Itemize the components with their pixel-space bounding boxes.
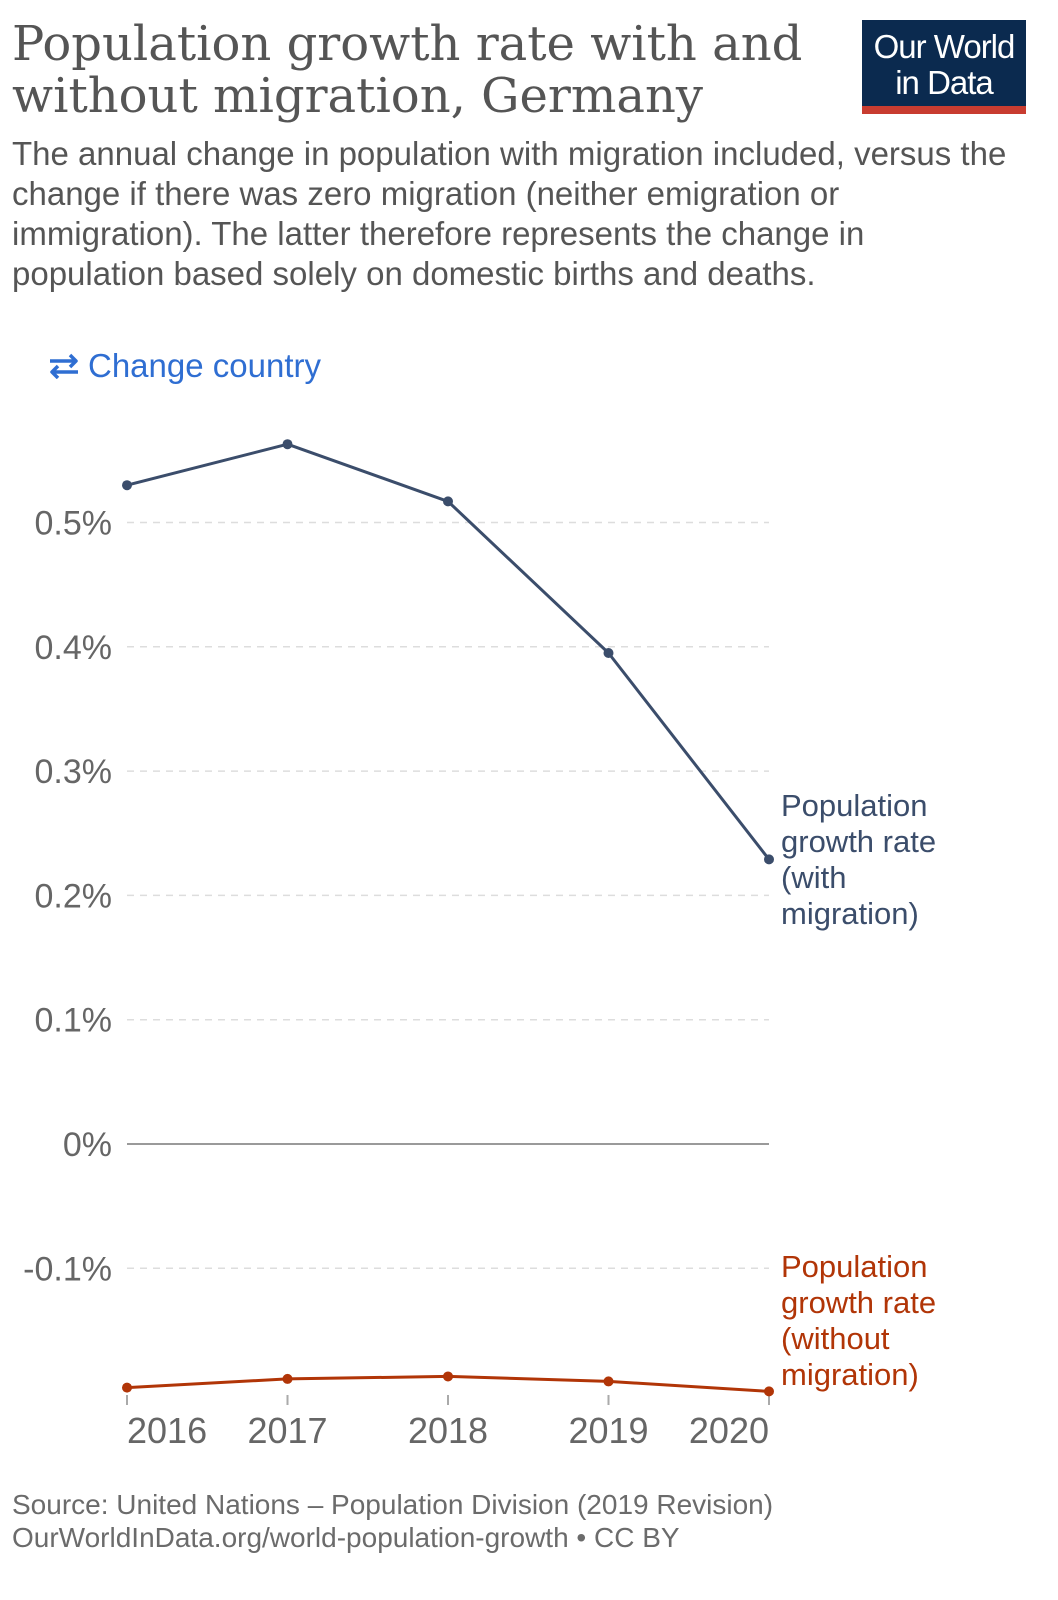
data-point[interactable] [443, 1371, 453, 1382]
x-tick-label: 2020 [689, 1410, 769, 1451]
x-tick-label: 2017 [247, 1410, 327, 1451]
chart-footer: Source: United Nations – Population Divi… [12, 1488, 773, 1554]
data-point[interactable] [764, 1386, 774, 1397]
series-line [126, 442, 771, 861]
y-tick-label: 0.2% [35, 877, 113, 915]
data-point[interactable] [603, 1376, 614, 1387]
y-tick-label: -0.1% [23, 1250, 112, 1288]
y-tick-label: 0.3% [35, 753, 113, 791]
change-country-label: Change country [88, 347, 321, 384]
logo-line-1: Our World [873, 28, 1016, 65]
series-label-line: migration) [781, 896, 919, 931]
data-point[interactable] [443, 496, 453, 507]
series-label-line: (without [781, 1321, 890, 1356]
series-label-line: Population [781, 1249, 928, 1284]
data-point[interactable] [764, 854, 774, 865]
url-license[interactable]: OurWorldInData.org/world-population-grow… [12, 1522, 680, 1553]
series-label: Population growth rate (with migration) [781, 788, 936, 931]
change-country-button[interactable]: Change country [46, 347, 321, 385]
x-tick-label: 2019 [568, 1410, 648, 1451]
y-tick-label: 0.1% [35, 1002, 113, 1040]
owid-logo[interactable]: Our World in Data [862, 20, 1026, 114]
series-label-line: (with [781, 860, 846, 895]
source-note: Source: United Nations – Population Divi… [12, 1489, 774, 1520]
data-point[interactable] [122, 1382, 132, 1393]
data-point[interactable] [603, 648, 614, 659]
y-tick-label: 0.5% [35, 505, 113, 543]
data-point[interactable] [282, 439, 293, 450]
series-label-line: growth rate [781, 824, 936, 859]
series-label: Population growth rate (without migration) [781, 1249, 936, 1392]
y-tick-label: 0% [63, 1126, 112, 1164]
logo-line-2: in Data [895, 64, 994, 101]
series-label-line: Population [781, 788, 928, 823]
swap-arrows-icon [50, 353, 78, 379]
y-tick-label: 0.4% [35, 629, 113, 667]
data-point[interactable] [282, 1373, 293, 1384]
x-tick-label: 2016 [127, 1410, 207, 1451]
series-label-line: growth rate [781, 1285, 936, 1320]
chart-title: Population growth rate with and without … [12, 16, 803, 124]
series-label-line: migration) [781, 1357, 919, 1392]
x-tick-label: 2018 [408, 1410, 488, 1451]
data-point[interactable] [122, 480, 132, 491]
line-chart: -0.1% 0% 0.1% 0.2% 0.3% 0.4% 0.5% 2016 2017 2018… [23, 439, 936, 1451]
chart-subtitle: The annual change in population with mig… [12, 135, 1007, 292]
